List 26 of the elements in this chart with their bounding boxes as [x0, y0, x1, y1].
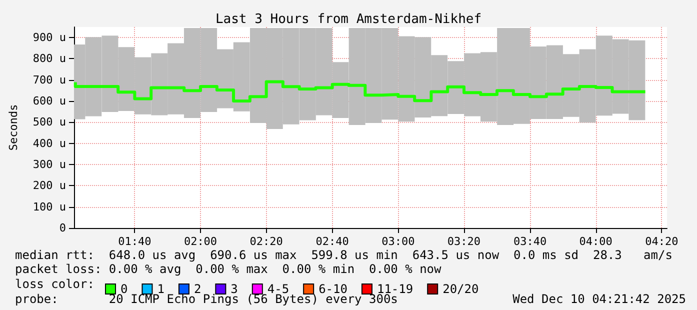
y-tick-label: 100 u	[32, 200, 66, 214]
x-tick-label: 03:00	[382, 235, 415, 248]
y-axis-title: Seconds	[7, 104, 20, 151]
x-tick-label: 04:20	[645, 235, 678, 248]
y-tick-label: 600 u	[32, 94, 66, 108]
text: loss color:	[15, 277, 94, 291]
x-tick-label: 02:20	[250, 235, 283, 248]
y-tick-label: 900 u	[32, 31, 66, 44]
x-tick-label: 01:40	[118, 235, 152, 248]
y-tick-label: 300 u	[32, 158, 66, 172]
x-tick-label: 03:20	[447, 235, 481, 248]
y-tick-label: 400 u	[32, 136, 66, 150]
x-tick-label: 03:40	[513, 235, 547, 248]
x-tick-label: 04:00	[579, 235, 612, 248]
y-tick-label: 800 u	[32, 52, 66, 66]
text: Wed Dec 10 04:21:42 2025	[512, 292, 686, 306]
y-tick-label: 500 u	[32, 116, 66, 129]
text: median rtt: 648.0 us avg 690.6 us max 599.8 us min 643.5 us now 0.0 ms sd 28.3 am/s	[15, 248, 672, 262]
chart-title: Last 3 Hours from Amsterdam-Nikhef	[215, 12, 482, 27]
text: packet loss: 0.00 % avg 0.00 % max 0.00 % min 0.00 % now	[15, 262, 442, 276]
legend-label: 20/20	[442, 282, 479, 296]
x-tick-label: 02:40	[316, 235, 349, 248]
y-tick-label: 0	[59, 222, 66, 234]
y-tick-label: 700 u	[32, 73, 66, 86]
x-tick-label: 02:00	[184, 235, 218, 248]
y-tick-label: 200 u	[32, 179, 66, 192]
